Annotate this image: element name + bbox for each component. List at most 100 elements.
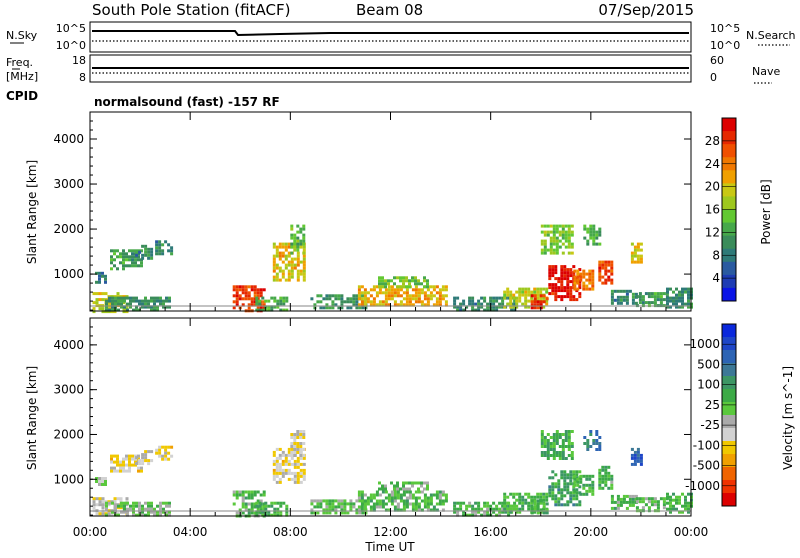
range-gate-cell — [583, 227, 587, 231]
range-gate-cell — [591, 474, 595, 478]
range-gate-cell — [527, 290, 531, 294]
range-gate-cell — [666, 305, 669, 309]
range-gate-cell — [543, 439, 547, 442]
range-gate-cell — [393, 300, 397, 304]
range-gate-cell — [126, 513, 129, 517]
range-gate-cell — [293, 451, 297, 454]
range-gate-cell — [576, 480, 580, 484]
range-gate-cell — [284, 248, 288, 252]
range-gate-cell — [579, 275, 583, 279]
range-gate-cell — [536, 303, 540, 307]
colorbar-swatch — [722, 350, 736, 364]
range-gate-cell — [576, 275, 580, 279]
range-gate-cell — [527, 495, 531, 499]
range-gate-cell — [512, 507, 516, 511]
range-gate-cell — [548, 283, 552, 287]
range-gate-cell — [316, 499, 320, 503]
range-gate-cell — [138, 459, 142, 463]
range-gate-cell — [444, 294, 448, 298]
colorbar-swatch — [722, 118, 736, 132]
range-gate-cell — [444, 493, 448, 497]
range-gate-cell — [153, 305, 156, 309]
range-gate-cell — [563, 470, 567, 474]
range-gate-cell — [678, 498, 681, 502]
range-gate-cell — [302, 448, 306, 451]
range-gate-cell — [501, 305, 505, 309]
range-gate-cell — [426, 297, 430, 301]
range-gate-cell — [302, 239, 306, 243]
range-gate-cell — [161, 252, 165, 256]
range-gate-cell — [598, 260, 602, 264]
range-gate-cell — [296, 459, 300, 463]
range-gate-cell — [279, 504, 283, 508]
range-gate-cell — [287, 453, 291, 457]
range-gate-cell — [638, 497, 642, 501]
range-gate-cell — [296, 477, 300, 481]
range-gate-cell — [530, 303, 534, 307]
nsearch-tick-top: 10^5 — [710, 22, 740, 35]
range-gate-cell — [515, 299, 519, 303]
range-gate-cell — [296, 224, 300, 228]
scatter-region — [255, 296, 289, 312]
range-gate-cell — [402, 502, 406, 506]
range-gate-cell — [366, 300, 370, 304]
range-gate-cell — [591, 272, 595, 276]
freq-tick-bottom: 8 — [79, 71, 86, 84]
range-gate-cell — [639, 254, 643, 258]
range-gate-cell — [310, 511, 314, 515]
range-gate-cell — [569, 295, 573, 299]
range-gate-cell — [527, 492, 531, 496]
range-gate-cell — [293, 233, 297, 237]
range-gate-cell — [384, 288, 388, 292]
range-gate-cell — [293, 454, 297, 457]
range-gate-cell — [613, 298, 617, 302]
range-gate-cell — [579, 278, 583, 282]
range-gate-cell — [267, 308, 271, 312]
range-gate-cell — [613, 506, 617, 510]
range-gate-cell — [170, 454, 174, 458]
range-gate-cell — [235, 493, 239, 497]
colorbar-frame — [721, 323, 737, 507]
range-gate-cell — [474, 507, 478, 511]
range-gate-cell — [119, 460, 122, 464]
scatter-region — [503, 492, 549, 514]
range-gate-cell — [253, 294, 257, 298]
range-gate-cell — [141, 510, 144, 514]
range-gate-cell — [299, 480, 303, 484]
range-gate-cell — [369, 303, 373, 307]
range-gate-cell — [360, 505, 364, 509]
range-gate-cell — [138, 504, 141, 508]
range-gate-cell — [384, 502, 388, 506]
range-gate-cell — [549, 454, 553, 457]
range-gate-cell — [453, 507, 457, 511]
range-gate-cell — [258, 504, 262, 508]
range-gate-cell — [349, 300, 353, 304]
range-gate-cell — [509, 507, 513, 511]
range-gate-cell — [681, 299, 684, 303]
range-gate-cell — [346, 502, 350, 506]
range-gate-cell — [561, 224, 565, 228]
range-gate-cell — [408, 487, 411, 491]
range-gate-cell — [276, 305, 280, 309]
range-gate-cell — [545, 508, 549, 512]
range-gate-cell — [636, 254, 640, 258]
colorbar-swatch — [722, 144, 736, 158]
range-gate-cell — [610, 278, 614, 282]
range-gate-cell — [122, 457, 125, 461]
range-gate-cell — [110, 261, 113, 265]
range-gate-cell — [552, 239, 556, 243]
range-gate-cell — [272, 471, 276, 475]
range-gate-cell — [625, 500, 629, 504]
range-gate-cell — [530, 296, 534, 300]
range-gate-cell — [293, 439, 297, 442]
range-gate-cell — [138, 308, 141, 312]
colorbar-swatch — [722, 170, 736, 184]
range-gate-cell — [155, 252, 159, 256]
range-gate-cell — [563, 488, 567, 492]
range-gate-cell — [408, 294, 412, 298]
range-gate-cell — [276, 501, 280, 505]
range-gate-cell — [273, 513, 277, 517]
range-gate-cell — [296, 260, 300, 264]
range-gate-cell — [492, 305, 496, 309]
range-gate-cell — [579, 480, 583, 484]
